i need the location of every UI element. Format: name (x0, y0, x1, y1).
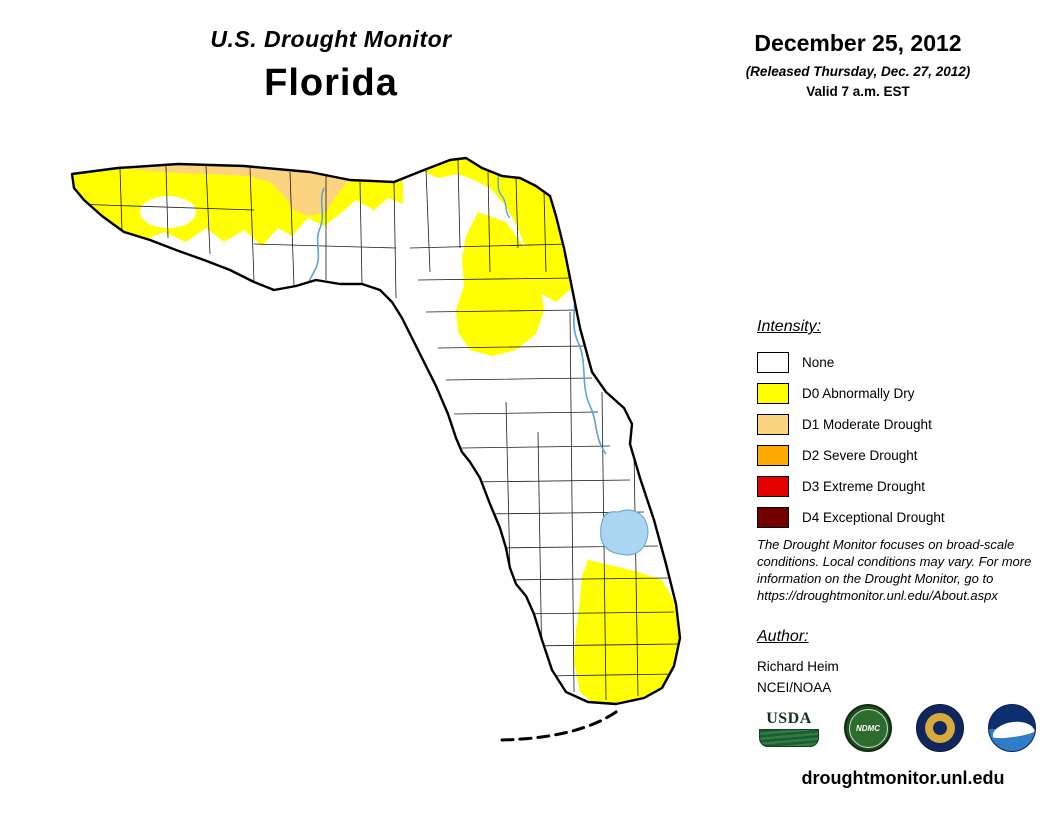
author-block: Author: Richard Heim NCEI/NOAA (757, 628, 839, 699)
release-date: (Released Thursday, Dec. 27, 2012) (745, 64, 971, 79)
apalachicola-river (303, 187, 325, 293)
noaa-logo (988, 704, 1036, 752)
lake-okeechobee (600, 509, 649, 556)
map-region-d0-south (574, 560, 680, 704)
legend-item-d1: D1 Moderate Drought (757, 414, 945, 435)
legend-item-none: None (757, 352, 945, 373)
swatch-d2 (757, 445, 789, 466)
county-boundaries (72, 159, 679, 701)
legend-item-d3: D3 Extreme Drought (757, 476, 945, 497)
date-block: December 25, 2012 (Released Thursday, De… (702, 30, 1014, 99)
swatch-d3 (757, 476, 789, 497)
usda-logo-text: USDA (766, 709, 812, 727)
ndmc-logo: NDMC (844, 704, 892, 752)
map-region-d0-north-central (456, 212, 544, 356)
swatch-d1 (757, 414, 789, 435)
usdm-title: U.S. Drought Monitor (210, 26, 452, 52)
state-outline (70, 156, 682, 706)
swatch-d0 (757, 383, 789, 404)
legend-label: D2 Severe Drought (802, 448, 918, 463)
valid-time: Valid 7 a.m. EST (806, 84, 910, 99)
florida-drought-map (70, 156, 682, 742)
author-name: Richard Heim (757, 659, 839, 674)
legend-item-d2: D2 Severe Drought (757, 445, 945, 466)
map-region-d0-northeast (403, 158, 572, 302)
agency-logos: USDA NDMC (758, 704, 1036, 752)
author-heading: Author: (757, 628, 809, 645)
droughtmonitor-url: droughtmonitor.unl.edu (801, 768, 1005, 788)
author-org: NCEI/NOAA (757, 679, 832, 695)
commerce-seal-emblem (925, 713, 955, 743)
ndmc-logo-inner: NDMC (848, 708, 888, 748)
usda-logo: USDA (758, 710, 820, 747)
swatch-none (757, 352, 789, 373)
legend-label: None (802, 355, 835, 370)
map-date: December 25, 2012 (754, 30, 962, 56)
florida-keys (500, 710, 618, 742)
swatch-d4 (757, 507, 789, 528)
legend-item-d4: D4 Exceptional Drought (757, 507, 945, 528)
map-title-block: U.S. Drought Monitor Florida (96, 26, 566, 105)
legend: Intensity: None D0 Abnormally Dry D1 Mod… (757, 318, 945, 538)
legend-label: D0 Abnormally Dry (802, 386, 915, 401)
legend-label: D3 Extreme Drought (802, 479, 926, 494)
commerce-seal-logo (916, 704, 964, 752)
legend-item-d0: D0 Abnormally Dry (757, 383, 945, 404)
st-johns-river (571, 277, 607, 455)
legend-title: Intensity: (757, 318, 822, 335)
disclaimer-text: The Drought Monitor focuses on broad-sca… (757, 537, 1032, 604)
usda-field-graphic (759, 728, 819, 747)
map-region-none-gap (140, 196, 196, 228)
state-name-title: Florida (264, 62, 398, 104)
commerce-seal-core (933, 721, 947, 735)
legend-label: D1 Moderate Drought (802, 417, 932, 432)
ndmc-logo-text: NDMC (856, 723, 880, 733)
legend-label: D4 Exceptional Drought (802, 510, 945, 525)
noaa-bird-icon (991, 719, 1035, 740)
